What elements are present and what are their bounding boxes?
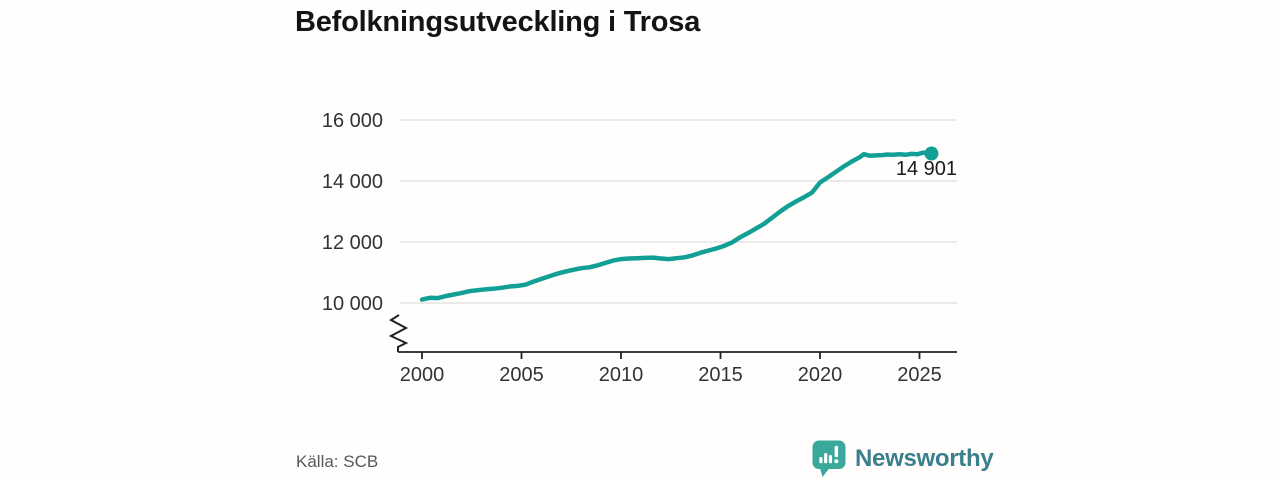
- last-point-label: 14 901: [896, 158, 957, 180]
- y-tick-label: 14 000: [322, 171, 383, 193]
- last-point-dot: [924, 146, 939, 161]
- chart-title: Befolkningsutveckling i Trosa: [295, 6, 701, 38]
- x-tick-label: 2020: [798, 364, 843, 386]
- source-caption: Källa: SCB: [296, 452, 379, 471]
- y-tick-label: 16 000: [322, 110, 383, 132]
- x-tick-label: 2005: [499, 364, 544, 386]
- x-tick-label: 2000: [400, 364, 445, 386]
- x-tick-label: 2015: [698, 364, 743, 386]
- axis-break-icon: [388, 314, 409, 352]
- newsworthy-wordmark: Newsworthy: [855, 445, 994, 472]
- newsworthy-logo[interactable]: Newsworthy: [812, 440, 994, 478]
- y-tick-label: 10 000: [322, 293, 383, 315]
- x-tick-label: 2010: [599, 364, 644, 386]
- x-tick-label: 2025: [897, 364, 942, 386]
- newsworthy-logo-icon: [812, 440, 846, 477]
- y-tick-label: 12 000: [322, 232, 383, 254]
- population-line: [419, 150, 934, 302]
